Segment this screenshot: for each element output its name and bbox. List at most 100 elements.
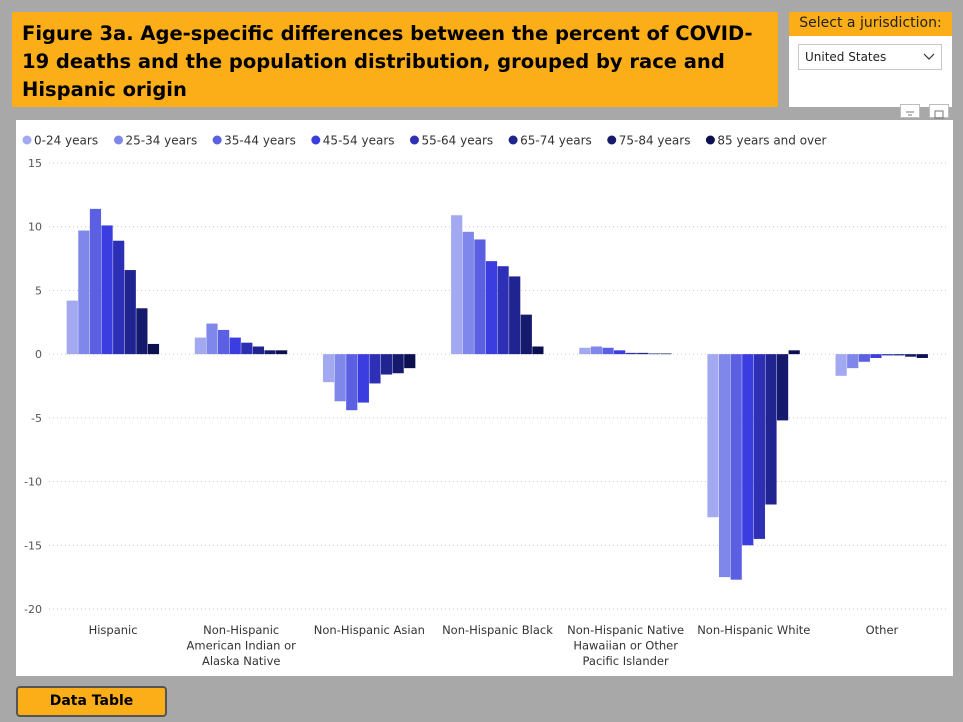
bar (905, 354, 917, 357)
bar (858, 354, 870, 362)
bar (276, 350, 288, 355)
legend-marker (212, 135, 222, 145)
legend-marker (22, 135, 32, 145)
bar (218, 329, 230, 355)
x-category-label: Non-Hispanic Asian (314, 623, 425, 637)
legend-marker (607, 135, 617, 145)
legend-marker (705, 135, 715, 145)
legend-label: 0-24 years (34, 134, 98, 148)
jurisdiction-dropdown[interactable]: United States (798, 44, 942, 70)
bar (893, 354, 905, 356)
bar (730, 354, 742, 580)
bar (742, 354, 754, 546)
bar (334, 354, 346, 402)
y-tick-label: -5 (31, 412, 42, 425)
x-category-label: Other (866, 623, 899, 637)
bar (590, 346, 603, 355)
bar (497, 266, 509, 355)
jurisdiction-label: Select a jurisdiction: (789, 12, 952, 36)
legend-label: 65-74 years (520, 134, 592, 148)
legend-label: 35-44 years (224, 134, 296, 148)
bar (357, 354, 369, 403)
bar (847, 354, 859, 369)
bar (369, 354, 381, 384)
x-category-label: Pacific Islander (583, 654, 669, 668)
bar (194, 337, 207, 355)
bar (520, 314, 532, 355)
x-category-label: Hispanic (89, 623, 138, 637)
bar (346, 354, 358, 411)
x-category-label: American Indian or (187, 639, 297, 653)
x-category-label: Non-Hispanic Native (567, 623, 684, 637)
chart-panel: 15 10 5 0 -5 -10 -15 -20 0-24 years 25-34 years 35… (16, 120, 953, 676)
bar (916, 354, 928, 358)
bar (707, 354, 719, 518)
legend-label: 45-54 years (323, 134, 395, 148)
y-tick-label: -15 (24, 539, 42, 552)
bar (648, 353, 661, 355)
bar (485, 261, 498, 355)
bar (101, 225, 113, 355)
bar (602, 347, 614, 355)
legend-marker (311, 135, 321, 145)
bar (579, 347, 591, 355)
bar (718, 354, 731, 578)
bar (637, 352, 649, 355)
bar (765, 354, 777, 505)
bar (509, 276, 521, 355)
bar (147, 343, 160, 355)
y-tick-label: 15 (28, 157, 42, 170)
bar (625, 352, 637, 355)
legend-label: 85 years and over (717, 134, 826, 148)
bar (870, 354, 882, 358)
legend-label: 25-34 years (126, 134, 198, 148)
legend-label: 55-64 years (421, 134, 493, 148)
x-category-label: Hawaiian or Other (573, 639, 678, 653)
bar (136, 308, 148, 355)
bar (881, 354, 894, 356)
legend-marker (114, 135, 123, 145)
bar (835, 354, 847, 376)
bar (241, 342, 253, 355)
bar (753, 354, 765, 539)
bar (206, 323, 218, 355)
bar (229, 337, 241, 355)
y-tick-label: 0 (35, 348, 42, 361)
bar (614, 350, 626, 355)
jurisdiction-panel: Select a jurisdiction: United States (789, 12, 952, 107)
bar (776, 354, 789, 421)
chevron-down-icon (923, 53, 935, 60)
x-category-label: Non-Hispanic Black (442, 623, 553, 637)
y-tick-label: -10 (24, 476, 42, 489)
bar (532, 346, 544, 355)
bar (264, 350, 276, 355)
legend-marker (508, 135, 518, 145)
legend-marker (409, 135, 419, 145)
bar (660, 353, 672, 355)
bar (474, 239, 486, 355)
bar (380, 354, 393, 375)
data-table-button[interactable]: Data Table (16, 686, 167, 717)
bar (451, 215, 463, 355)
x-category-label: Alaska Native (202, 654, 281, 668)
bar (78, 230, 90, 355)
figure-title-box: Figure 3a. Age-specific differences betw… (12, 12, 778, 107)
bar (252, 346, 265, 355)
bar (89, 208, 102, 355)
bar (322, 354, 335, 383)
legend-label: 75-84 years (619, 134, 691, 148)
focus-mode-icon[interactable] (929, 104, 949, 119)
bar (404, 354, 416, 369)
y-tick-label: -20 (24, 603, 42, 616)
bar (392, 354, 404, 374)
jurisdiction-selected-value: United States (805, 50, 887, 64)
filter-icon[interactable] (900, 104, 920, 118)
bar (788, 350, 800, 355)
x-category-label: Non-Hispanic (203, 623, 279, 637)
x-category-label: Non-Hispanic White (697, 623, 810, 637)
figure-title: Figure 3a. Age-specific differences betw… (22, 22, 753, 101)
bar (113, 240, 125, 355)
bar (462, 231, 474, 355)
y-tick-label: 5 (35, 284, 42, 297)
y-tick-label: 10 (28, 221, 42, 234)
